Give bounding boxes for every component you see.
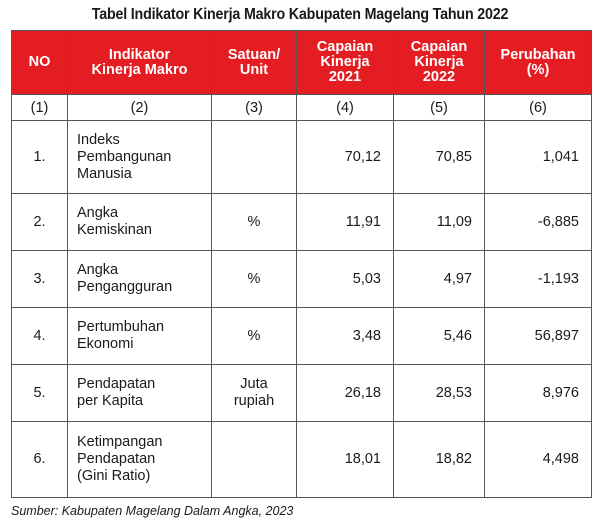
value-2021: 3,48 — [296, 307, 394, 365]
unit-cell: % — [211, 307, 297, 365]
table-row: 6. Ketimpangan Pendapatan (Gini Ratio) 1… — [11, 421, 592, 498]
change-percent: 56,897 — [484, 307, 592, 365]
indicator-table: NO Indikator Kinerja Makro Satuan/ Unit … — [11, 30, 592, 498]
header-cell-2022: Capaian Kinerja 2022 — [393, 30, 485, 95]
value-2022: 70,85 — [393, 120, 485, 194]
value-2022: 18,82 — [393, 421, 485, 498]
column-number: (3) — [211, 94, 297, 121]
table-row: 2. Angka Kemiskinan % 11,91 11,09 -6,885 — [11, 193, 592, 251]
value-2022: 28,53 — [393, 364, 485, 422]
column-number: (2) — [67, 94, 212, 121]
source-note: Sumber: Kabupaten Magelang Dalam Angka, … — [11, 504, 294, 518]
column-number: (4) — [296, 94, 394, 121]
column-number-row: (1) (2) (3) (4) (5) (6) — [11, 94, 592, 121]
table-row: 5. Pendapatan per Kapita Juta rupiah 26,… — [11, 364, 592, 422]
change-percent: -6,885 — [484, 193, 592, 251]
value-2022: 11,09 — [393, 193, 485, 251]
unit-cell: % — [211, 250, 297, 308]
unit-cell: % — [211, 193, 297, 251]
table-title: Tabel Indikator Kinerja Makro Kabupaten … — [91, 6, 509, 23]
indicator-name: Indeks Pembangunan Manusia — [67, 120, 212, 194]
header-cell-change: Perubahan (%) — [484, 30, 592, 95]
change-percent: 4,498 — [484, 421, 592, 498]
row-number: 6. — [11, 421, 68, 498]
header-row: NO Indikator Kinerja Makro Satuan/ Unit … — [11, 30, 592, 95]
table-row: 1. Indeks Pembangunan Manusia 70,12 70,8… — [11, 120, 592, 194]
header-cell-no: NO — [11, 30, 68, 95]
change-percent: -1,193 — [484, 250, 592, 308]
column-number: (1) — [11, 94, 68, 121]
header-cell-indicator: Indikator Kinerja Makro — [67, 30, 212, 95]
value-2022: 4,97 — [393, 250, 485, 308]
row-number: 5. — [11, 364, 68, 422]
unit-cell — [211, 120, 297, 194]
column-number: (5) — [393, 94, 485, 121]
value-2022: 5,46 — [393, 307, 485, 365]
header-cell-2021: Capaian Kinerja 2021 — [296, 30, 394, 95]
indicator-name: Ketimpangan Pendapatan (Gini Ratio) — [67, 421, 212, 498]
unit-cell: Juta rupiah — [211, 364, 297, 422]
indicator-name: Pertumbuhan Ekonomi — [67, 307, 212, 365]
table-row: 3. Angka Pengangguran % 5,03 4,97 -1,193 — [11, 250, 592, 308]
row-number: 2. — [11, 193, 68, 251]
value-2021: 11,91 — [296, 193, 394, 251]
row-number: 1. — [11, 120, 68, 194]
value-2021: 26,18 — [296, 364, 394, 422]
value-2021: 18,01 — [296, 421, 394, 498]
header-cell-unit: Satuan/ Unit — [211, 30, 297, 95]
unit-cell — [211, 421, 297, 498]
value-2021: 5,03 — [296, 250, 394, 308]
indicator-name: Angka Pengangguran — [67, 250, 212, 308]
column-number: (6) — [484, 94, 592, 121]
row-number: 3. — [11, 250, 68, 308]
indicator-name: Angka Kemiskinan — [67, 193, 212, 251]
change-percent: 8,976 — [484, 364, 592, 422]
row-number: 4. — [11, 307, 68, 365]
change-percent: 1,041 — [484, 120, 592, 194]
indicator-name: Pendapatan per Kapita — [67, 364, 212, 422]
table-row: 4. Pertumbuhan Ekonomi % 3,48 5,46 56,89… — [11, 307, 592, 365]
value-2021: 70,12 — [296, 120, 394, 194]
